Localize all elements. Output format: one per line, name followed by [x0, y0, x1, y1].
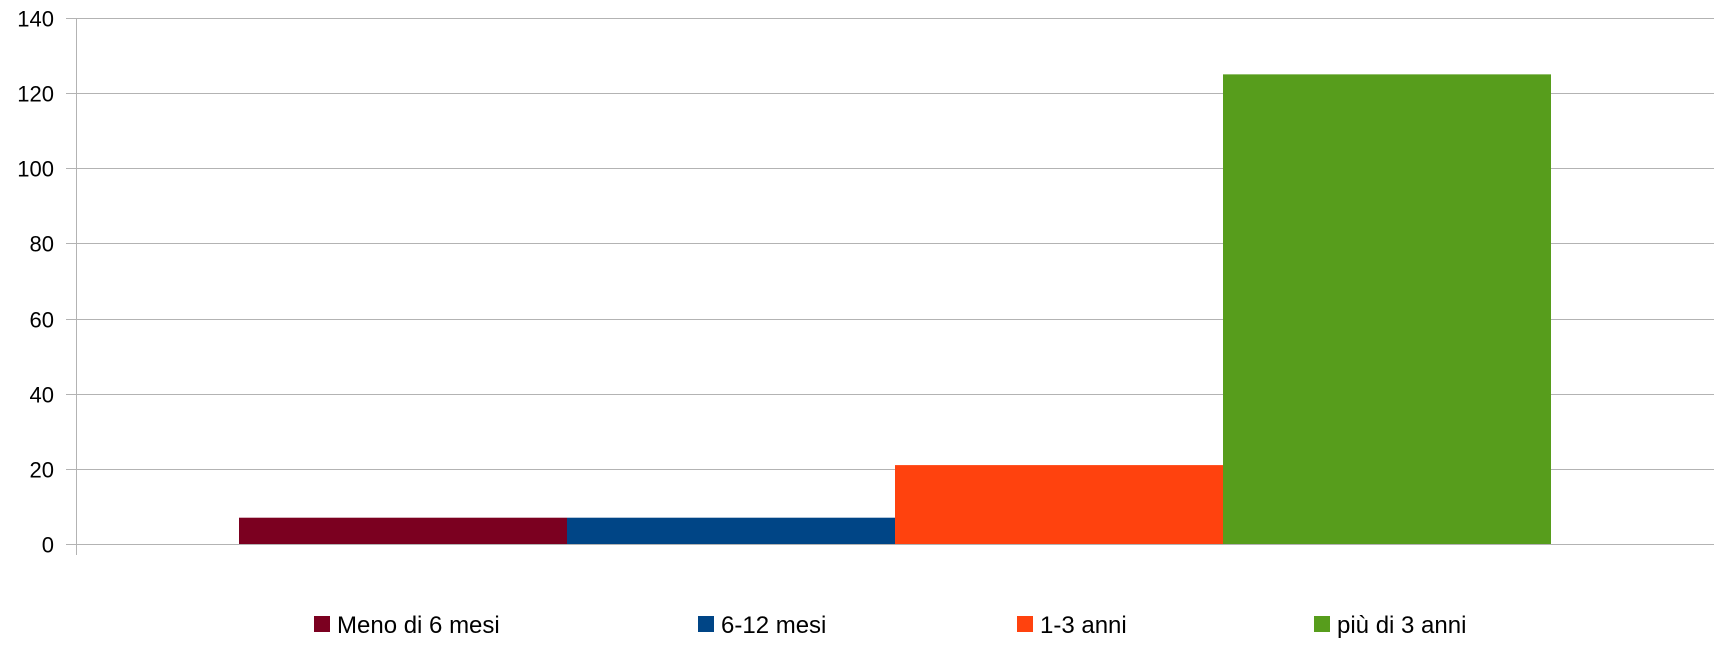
y-tick-label: 100: [17, 157, 54, 182]
y-tick-label: 0: [42, 533, 54, 558]
legend-label: 1-3 anni: [1040, 612, 1127, 639]
legend-item: 1-3 anni: [1017, 612, 1127, 639]
legend-label: Meno di 6 mesi: [337, 612, 500, 639]
legend-swatch: [698, 616, 714, 632]
y-tick-label: 60: [30, 308, 54, 333]
legend-item: 6-12 mesi: [698, 612, 826, 639]
y-tick-label: 120: [17, 82, 54, 107]
legend-label: 6-12 mesi: [721, 612, 826, 639]
legend-swatch: [314, 616, 330, 632]
legend-label: più di 3 anni: [1337, 612, 1466, 639]
y-tick-label: 80: [30, 232, 54, 257]
y-tick-label: 140: [17, 7, 54, 32]
axes: 0 20 40 60 80 100 120 140: [17, 7, 77, 558]
legend-item: Meno di 6 mesi: [314, 612, 500, 639]
y-tick-label: 20: [30, 458, 54, 483]
legend-item: più di 3 anni: [1314, 612, 1466, 639]
bar-6-12-mesi: [567, 517, 895, 544]
bar-pi-di-3-anni: [1223, 74, 1551, 544]
y-tick-label: 40: [30, 383, 54, 408]
bar-1-3-anni: [895, 465, 1223, 544]
bars: [239, 74, 1551, 544]
legend-swatch: [1314, 616, 1330, 632]
legend-swatch: [1017, 616, 1033, 632]
grid-lines: [66, 18, 1714, 545]
legend: Meno di 6 mesi 6-12 mesi 1-3 anni più di 3 …: [314, 612, 1466, 639]
bar-meno-di-6-mesi: [239, 517, 567, 544]
